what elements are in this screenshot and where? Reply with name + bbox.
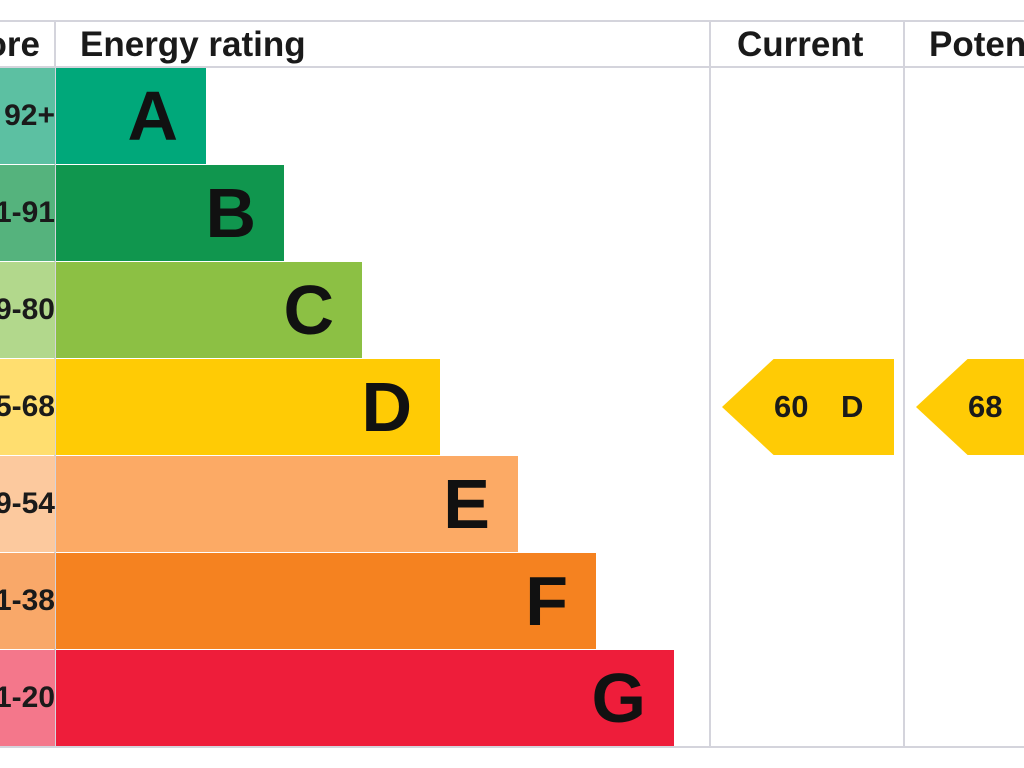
header-bottom-rule bbox=[0, 66, 1024, 68]
band-d: D bbox=[56, 359, 440, 455]
current-rating-band: D bbox=[841, 389, 864, 424]
score-cell-c: 69-80 bbox=[0, 262, 55, 358]
potential-column-divider bbox=[903, 20, 905, 748]
band-letter-e: E bbox=[443, 465, 490, 543]
potential-rating-value: 68 bbox=[968, 389, 1003, 424]
header-top-rule bbox=[0, 20, 1024, 22]
band-a: A bbox=[56, 68, 206, 164]
band-letter-b: B bbox=[205, 174, 256, 252]
score-cell-g: 1-20 bbox=[0, 650, 55, 746]
band-f: F bbox=[56, 553, 596, 649]
chart-bottom-rule bbox=[0, 746, 1024, 748]
current-column-divider bbox=[709, 20, 711, 748]
score-cell-f: 21-38 bbox=[0, 553, 55, 649]
band-b: B bbox=[56, 165, 284, 261]
band-letter-a: A bbox=[127, 77, 178, 155]
band-letter-c: C bbox=[283, 271, 334, 349]
band-c: C bbox=[56, 262, 362, 358]
band-g: G bbox=[56, 650, 674, 746]
score-cell-d: 55-68 bbox=[0, 359, 55, 455]
score-cell-e: 39-54 bbox=[0, 456, 55, 552]
band-letter-g: G bbox=[591, 659, 646, 737]
score-cell-b: 81-91 bbox=[0, 165, 55, 261]
energy-rating-header: Energy rating bbox=[80, 25, 306, 64]
current-header: Current bbox=[737, 25, 864, 64]
score-cell-a: 92+ bbox=[0, 68, 55, 164]
score-column-divider bbox=[54, 20, 56, 748]
band-letter-d: D bbox=[361, 368, 412, 446]
band-e: E bbox=[56, 456, 518, 552]
potential-header: Potential bbox=[929, 25, 1024, 64]
band-letter-f: F bbox=[525, 562, 568, 640]
score-header: Score bbox=[0, 25, 40, 64]
current-rating-value: 60 bbox=[774, 389, 809, 424]
